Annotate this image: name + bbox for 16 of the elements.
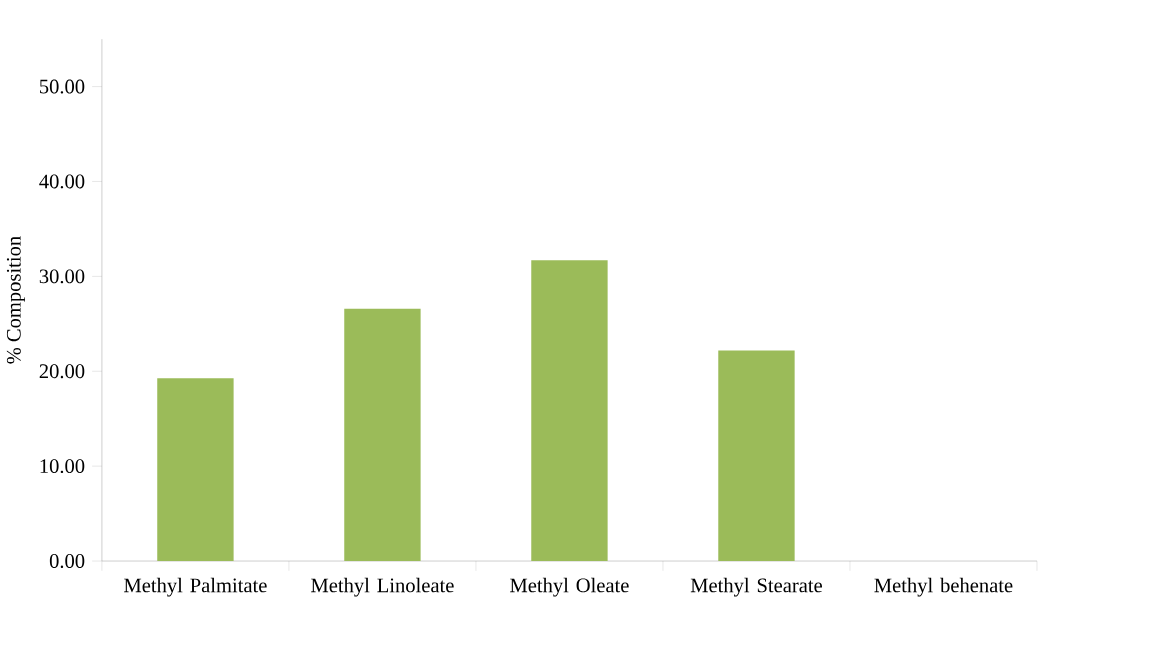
bar (157, 378, 234, 562)
y-tick-label: 20.00 (39, 364, 85, 379)
y-tick-label: 10.00 (40, 459, 85, 474)
bar (718, 350, 795, 562)
y-axis-title: % Composition (6, 236, 25, 364)
y-tick-label: 50.00 (40, 79, 85, 94)
x-tick-label: Methyl Oleate (510, 577, 629, 597)
x-tick-label: Methyl Palmitate (124, 577, 267, 597)
bar (531, 260, 608, 562)
x-tick-label: Methyl Linoleate (311, 577, 454, 597)
bar (344, 308, 421, 562)
x-tick-label: Methyl Stearate (690, 577, 822, 597)
x-tick-label: Methyl behenate (874, 577, 1013, 597)
y-tick-label: 40.00 (39, 174, 85, 189)
y-tick-label: 30.00 (39, 269, 85, 284)
y-tick-label: 0.00 (49, 554, 85, 569)
